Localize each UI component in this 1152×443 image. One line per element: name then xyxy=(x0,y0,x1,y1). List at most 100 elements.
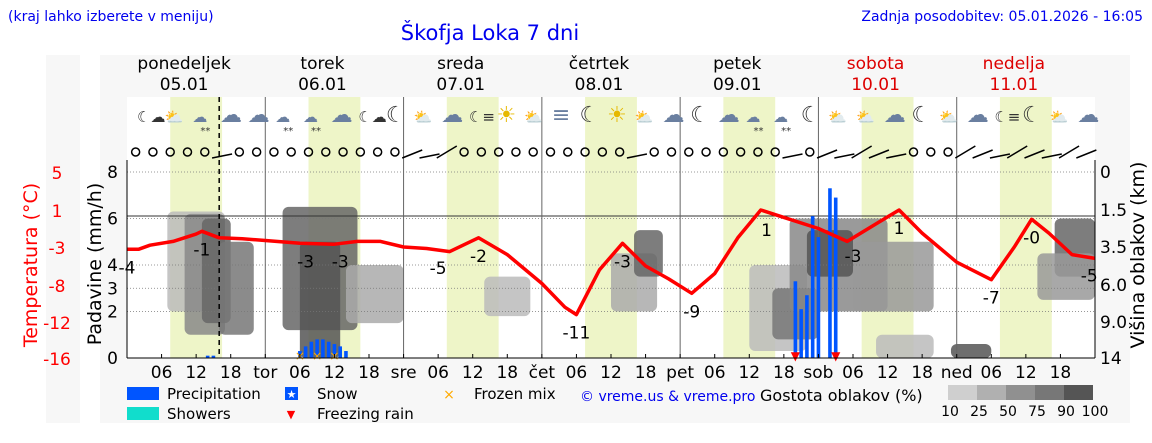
weather-icons-row: ☾☁ ⛅ ☁**☁ ☁ ☁**☁**☁ ☾☁ ☾ ⛅ ☁ ☾≡ ☀ ⛅ ≡ ☾ ☀ ⛅ ☁ ☾ ☁ ☁**☁**☾ ⛅ ⛅… xyxy=(137,103,1099,137)
x-tick-label: 18 xyxy=(358,363,380,383)
calm-wind-icon xyxy=(338,147,348,157)
calm-wind-icon xyxy=(165,147,175,157)
x-tick-label: 12 xyxy=(462,363,484,383)
precip-bar xyxy=(205,355,210,358)
x-tick-label: 06 xyxy=(842,363,864,383)
calm-wind-icon xyxy=(321,147,331,157)
cloud-icon: ☁ xyxy=(248,103,270,128)
legend-freezing-rain: Freezing rain xyxy=(317,405,414,423)
snow-icon xyxy=(285,387,298,400)
cloud-region xyxy=(876,334,934,358)
calm-wind-icon xyxy=(269,147,279,157)
sun-cloud-icon: ⛅ xyxy=(414,108,433,126)
temperature-label: -0 xyxy=(1023,228,1040,248)
wind-barb-icon xyxy=(782,153,803,159)
precip-tick: 8 xyxy=(107,163,118,183)
temp-axis-label: Temperatura (°C) xyxy=(20,183,42,348)
x-tick-label: ned xyxy=(941,363,973,383)
sun-cloud-icon: ⛅ xyxy=(635,108,654,126)
sun-cloud-icon: ⛅ xyxy=(165,108,184,126)
cloud-scale-swatch xyxy=(1006,385,1035,400)
calm-wind-icon xyxy=(684,147,694,157)
precip-axis-label: Padavine (mm/h) xyxy=(84,183,106,346)
calm-wind-icon xyxy=(545,147,556,157)
x-tick-label: 12 xyxy=(600,363,622,383)
x-tick-label: 12 xyxy=(877,363,899,383)
calm-wind-icon xyxy=(148,147,158,157)
wind-barb-icon xyxy=(1024,149,1045,159)
calm-wind-icon xyxy=(493,147,504,157)
precip-bar xyxy=(303,346,308,358)
precip-bar xyxy=(211,355,216,358)
wind-barb-icon xyxy=(972,149,993,159)
calm-wind-icon xyxy=(511,147,521,157)
cloud-icon: ☁ xyxy=(1077,103,1099,128)
precip-type-marker: ▼ xyxy=(831,349,841,363)
header-hint[interactable]: (kraj lahko izberete v meniju) xyxy=(8,9,214,25)
temperature-label: -7 xyxy=(983,289,1000,309)
x-tick-label: 18 xyxy=(911,363,933,383)
cloud-region xyxy=(634,230,663,277)
cloud-scale-label: 75 xyxy=(1028,404,1046,420)
cloud-snow-icon: ☁ xyxy=(192,108,207,126)
sun-icon: ☀ xyxy=(497,103,517,128)
x-tick-label: 18 xyxy=(1050,363,1072,383)
day-date: 07.01 xyxy=(436,75,485,95)
precip-bar xyxy=(828,188,832,358)
wind-barb-icon xyxy=(436,145,458,159)
calm-wind-icon xyxy=(251,147,262,157)
calm-wind-icon xyxy=(753,147,763,157)
x-tick-label: 12 xyxy=(1015,363,1037,383)
calm-wind-icon xyxy=(805,147,815,157)
wind-barb-icon xyxy=(816,149,838,159)
calm-wind-icon xyxy=(286,147,296,157)
moon-icon: ☾ xyxy=(801,103,821,128)
wind-barb-icon xyxy=(886,153,907,159)
moon-cloud-icon: ☾☁ xyxy=(137,108,165,126)
calm-wind-icon xyxy=(303,147,314,157)
day-name: petek xyxy=(713,54,761,74)
cloud-height-tick: 9.0 xyxy=(1100,313,1127,333)
page-title: Škofja Loka 7 dni xyxy=(401,20,579,45)
temp-tick: -3 xyxy=(49,239,66,259)
temperature-labels: -4-1-3 -3 -5-2-11-3-91-31-7-0-5 xyxy=(119,219,1098,344)
calm-wind-icon xyxy=(563,147,573,157)
day-name: sreda xyxy=(437,54,484,74)
temperature-label: 1 xyxy=(894,219,905,239)
temperature-label: -5 xyxy=(430,259,447,279)
x-tick-label: sob xyxy=(803,363,833,383)
cloud-icon: ☁ xyxy=(220,103,242,128)
credit-link[interactable]: © vreme.us & vreme.pro xyxy=(580,389,755,405)
cloud-height-axis-label: Višina oblakov (km) xyxy=(1127,162,1149,349)
moon-icon: ☾ xyxy=(1022,103,1042,128)
cloud-icon: ☁ xyxy=(884,103,906,128)
x-tick-label: 06 xyxy=(151,363,173,383)
wind-row xyxy=(130,145,1097,159)
precip-type-marker: × xyxy=(312,349,322,363)
x-tick-label: 12 xyxy=(738,363,760,383)
moon-fog-icon: ☾≡ xyxy=(469,108,495,126)
precip-type-marker: ▼ xyxy=(791,349,801,363)
snow-flakes-icon: ** xyxy=(311,126,321,137)
cloud-height-tick: 1.5 xyxy=(1100,201,1127,221)
precip-bar xyxy=(315,339,319,358)
calm-wind-icon xyxy=(476,147,487,157)
moon-icon: ☾ xyxy=(580,103,600,128)
fog-icon: ≡ xyxy=(552,103,570,128)
calm-wind-icon xyxy=(130,147,141,157)
calm-wind-icon xyxy=(718,147,729,157)
cloud-height-tick: 6.0 xyxy=(1100,276,1127,296)
cloud-icon: ☁ xyxy=(662,103,684,128)
legend-showers: Showers xyxy=(167,405,231,423)
wind-barb-icon xyxy=(419,153,440,159)
temperature-label: -11 xyxy=(563,324,591,344)
x-tick-label: sre xyxy=(391,363,417,383)
temperature-label: -3 xyxy=(614,252,631,272)
calm-wind-icon xyxy=(459,147,469,157)
calm-wind-icon xyxy=(355,147,366,157)
temperature-label: -9 xyxy=(683,302,700,322)
wind-barb-icon xyxy=(1041,153,1062,159)
legend-precip-swatch xyxy=(127,387,159,400)
calm-wind-icon xyxy=(908,147,919,157)
